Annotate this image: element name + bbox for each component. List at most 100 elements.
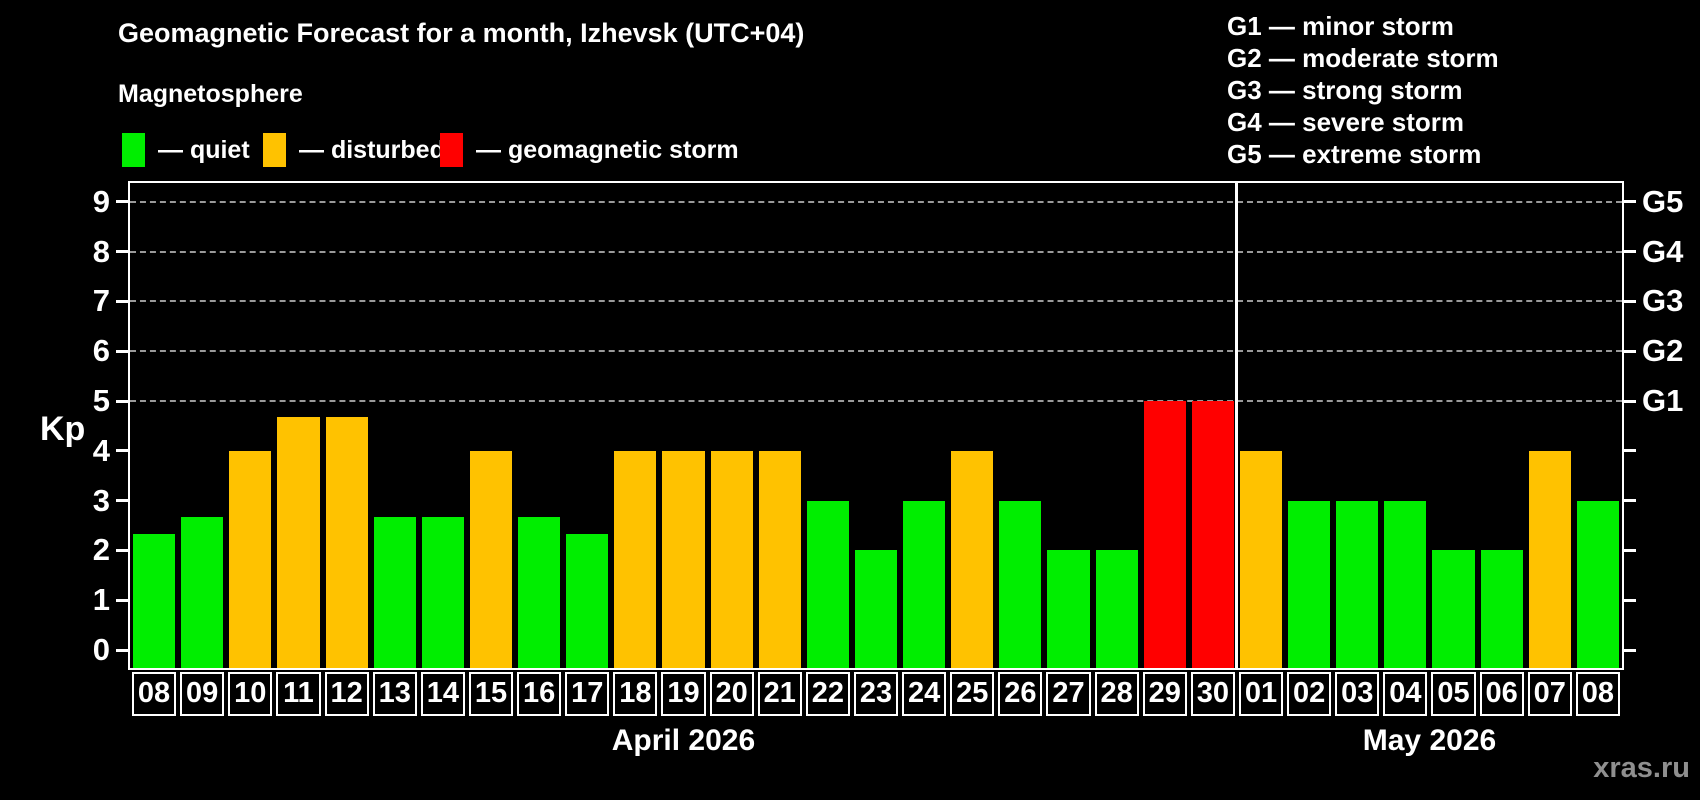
day-box-27: 27: [1046, 672, 1091, 716]
bar-day-24: [903, 500, 946, 668]
y-tick-label-3: 3: [92, 482, 110, 518]
day-box-08: 08: [132, 672, 177, 716]
day-box-18: 18: [613, 672, 658, 716]
y-tick-label-9: 9: [92, 183, 110, 219]
left-tick-kp9: [116, 200, 128, 204]
left-tick-kp8: [116, 250, 128, 254]
y-axis-title: Kp: [40, 410, 86, 448]
page-title: Geomagnetic Forecast for a month, Izhevs…: [118, 18, 805, 48]
month-label-april: April 2026: [611, 724, 756, 757]
storm-color-swatch: [440, 133, 463, 167]
gridline-kp8: [130, 250, 1622, 253]
y-tick-label-6: 6: [92, 333, 110, 369]
left-tick-kp7: [116, 299, 128, 303]
left-tick-kp0: [116, 648, 128, 652]
day-box-08: 08: [1575, 672, 1620, 716]
bar-day-09: [181, 517, 224, 668]
storm-scale-g4: G4 — severe storm: [1227, 107, 1465, 137]
y-tick-label-7: 7: [92, 283, 110, 319]
bar-day-25: [951, 450, 994, 668]
bar-day-21: [758, 450, 801, 668]
bar-day-28: [1095, 550, 1138, 668]
day-box-01: 01: [1238, 672, 1284, 716]
bar-day-06: [1480, 550, 1523, 668]
storm-scale-legend: G1 — minor storm G2 — moderate storm G3 …: [1227, 10, 1499, 170]
bar-day-22: [806, 500, 849, 668]
storm-scale-g2: G2 — moderate storm: [1227, 43, 1499, 73]
legend-item-quiet: — quiet: [122, 132, 250, 168]
month-label-may: May 2026: [1362, 724, 1497, 757]
legend-label-quiet: — quiet: [158, 135, 250, 164]
y-tick-label-2: 2: [92, 532, 110, 568]
disturbed-color-swatch: [263, 133, 286, 167]
day-box-26: 26: [998, 672, 1043, 716]
right-axis-label-g2: G2: [1642, 333, 1684, 369]
bar-day-29: [1143, 401, 1186, 668]
bar-day-02: [1288, 500, 1331, 668]
bar-day-07: [1528, 450, 1571, 668]
day-box-16: 16: [517, 672, 562, 716]
bar-day-15: [469, 450, 513, 668]
right-tick-kp8: [1624, 250, 1636, 254]
bar-day-20: [710, 450, 753, 668]
day-box-17: 17: [565, 672, 610, 716]
day-box-13: 13: [372, 672, 417, 716]
right-axis-label-g3: G3: [1642, 283, 1684, 319]
right-axis-label-g1: G1: [1642, 383, 1684, 418]
quiet-color-swatch: [122, 133, 145, 167]
day-box-20: 20: [709, 672, 754, 716]
left-tick-kp1: [116, 598, 128, 602]
legend-label-disturbed: — disturbed: [299, 135, 445, 164]
right-tick-kp1: [1624, 598, 1636, 602]
day-box-02: 02: [1287, 672, 1332, 716]
bar-day-08: [133, 533, 176, 668]
bar-day-30: [1191, 401, 1234, 668]
bar-day-14: [421, 517, 464, 668]
bar-day-04: [1384, 500, 1427, 668]
y-tick-label-5: 5: [92, 383, 110, 418]
gridline-kp5: [130, 400, 1622, 402]
day-box-12: 12: [324, 672, 369, 716]
right-tick-kp7: [1624, 299, 1636, 303]
bar-day-17: [566, 533, 609, 668]
bar-day-10: [229, 450, 272, 668]
right-tick-kp3: [1624, 499, 1636, 503]
day-box-21: 21: [757, 672, 802, 716]
day-box-25: 25: [950, 672, 995, 716]
legend-item-disturbed: — disturbed: [263, 132, 445, 168]
day-box-23: 23: [853, 672, 899, 716]
bar-day-03: [1336, 500, 1379, 668]
y-tick-label-4: 4: [92, 432, 110, 468]
day-box-09: 09: [180, 672, 225, 716]
bar-day-18: [614, 450, 657, 668]
y-tick-label-1: 1: [92, 582, 110, 618]
day-box-04: 04: [1383, 672, 1428, 716]
left-tick-kp4: [116, 449, 128, 453]
bar-day-27: [1047, 550, 1090, 668]
right-tick-kp0: [1624, 648, 1636, 652]
right-tick-kp2: [1624, 548, 1636, 552]
bar-day-13: [373, 517, 416, 668]
left-tick-kp6: [116, 349, 128, 353]
day-box-14: 14: [420, 672, 465, 716]
day-box-28: 28: [1094, 672, 1139, 716]
right-tick-kp4: [1624, 449, 1636, 453]
magnetosphere-label: Magnetosphere: [118, 80, 303, 108]
chart-area: 0 1 2 3 4 5 6 7 8 9 G1 G2 G3 G4 G5 08 09 10 11 12 13 14 15 16 1…: [93, 181, 1683, 757]
right-tick-kp9: [1624, 200, 1636, 204]
left-tick-kp3: [116, 499, 128, 503]
bar-day-19: [662, 450, 705, 668]
right-axis-label-g5: G5: [1642, 183, 1684, 219]
bar-day-26: [999, 500, 1042, 668]
day-box-10: 10: [228, 672, 273, 716]
storm-scale-g3: G3 — strong storm: [1227, 75, 1463, 105]
bar-day-11: [277, 417, 320, 668]
day-box-06: 06: [1479, 672, 1524, 716]
left-tick-kp5: [116, 399, 128, 403]
bar-day-23: [854, 550, 898, 668]
day-box-05: 05: [1431, 672, 1476, 716]
bar-day-05: [1432, 550, 1475, 668]
plot-region: [128, 181, 1624, 670]
legend-item-storm: — geomagnetic storm: [440, 132, 739, 168]
right-tick-kp5: [1624, 399, 1636, 403]
